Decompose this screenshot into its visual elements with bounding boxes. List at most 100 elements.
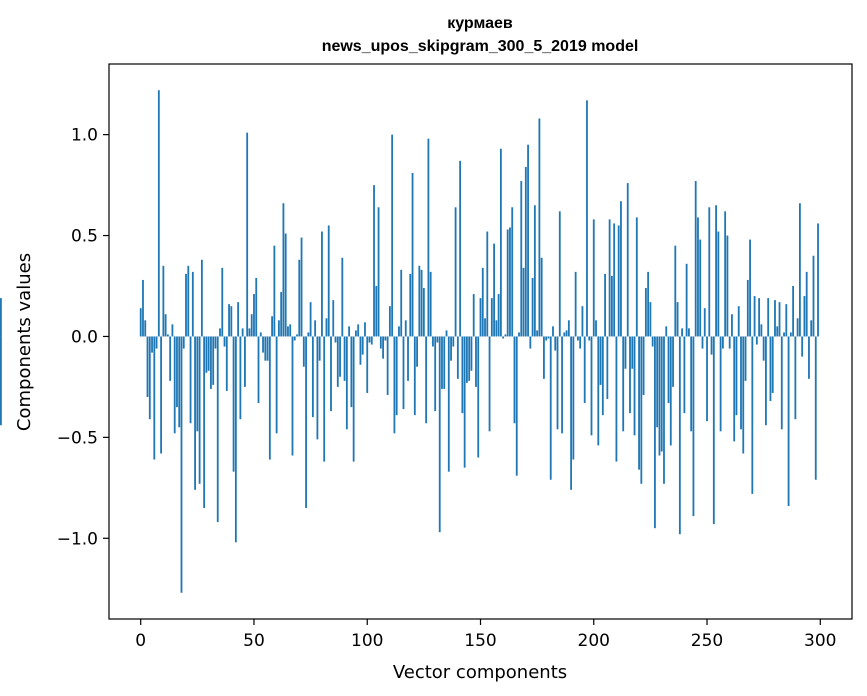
bar (148, 336, 151, 420)
bar (250, 314, 253, 337)
bar (420, 269, 423, 337)
bar (418, 265, 421, 337)
bar (497, 294, 500, 337)
bar (287, 326, 289, 337)
bar (654, 336, 656, 529)
bar (604, 273, 606, 337)
bar (744, 336, 747, 381)
bar (527, 144, 529, 337)
bar (721, 336, 724, 349)
bar (506, 229, 509, 337)
bar (599, 336, 602, 385)
y-tick-label: −0.5 (57, 428, 98, 448)
bar (785, 304, 788, 337)
bar (178, 336, 181, 428)
bar (726, 235, 729, 337)
bar (345, 336, 348, 430)
bar (409, 273, 412, 337)
bar (533, 205, 536, 337)
bar (189, 336, 192, 424)
bar (774, 300, 776, 337)
bar (268, 336, 271, 460)
bar (316, 336, 319, 440)
bar (475, 336, 477, 387)
bar (291, 336, 294, 456)
bar (280, 292, 283, 337)
bar (676, 302, 679, 337)
bar (626, 183, 629, 337)
bar (538, 118, 541, 337)
bar (248, 328, 251, 337)
bar (481, 267, 484, 337)
bar (216, 336, 219, 523)
bar (146, 336, 149, 397)
bar (198, 336, 201, 484)
bar (289, 324, 292, 337)
bar (805, 271, 808, 337)
bar (463, 336, 466, 468)
bar (336, 336, 339, 387)
bar (309, 302, 312, 337)
bar (200, 259, 203, 337)
bar (733, 336, 736, 442)
bar (663, 336, 665, 484)
bar (610, 275, 613, 337)
bar (561, 336, 563, 434)
bar (237, 302, 240, 337)
bar (266, 336, 269, 361)
bar (511, 207, 514, 337)
bar (674, 245, 677, 337)
bar (436, 336, 439, 343)
bar (778, 302, 781, 337)
bar (386, 336, 389, 395)
bar (613, 223, 616, 337)
bar (740, 336, 742, 430)
bar (536, 330, 539, 337)
bar (472, 294, 475, 337)
bar (350, 336, 353, 408)
bar (493, 243, 495, 337)
bar (597, 336, 600, 446)
bar (495, 320, 498, 337)
x-axis-label: Vector components (393, 662, 567, 683)
bar (234, 336, 237, 543)
bar (547, 336, 550, 339)
bar (513, 336, 516, 424)
bar (715, 205, 717, 337)
x-tick-label: 150 (464, 631, 496, 651)
bar (300, 237, 303, 337)
bar (429, 271, 432, 337)
bar (540, 257, 543, 337)
bar (194, 336, 196, 490)
bar (307, 332, 310, 337)
bar (352, 336, 355, 462)
bar (425, 336, 428, 424)
bar (812, 255, 815, 337)
bar (384, 336, 387, 341)
bar (758, 298, 761, 337)
bar (339, 336, 341, 377)
bar (330, 336, 332, 412)
bar (735, 336, 738, 416)
bar (370, 336, 373, 345)
bar (814, 336, 817, 480)
bar (563, 332, 566, 337)
bar (379, 336, 382, 349)
bar (572, 336, 575, 460)
chart-subtitle: news_upos_skipgram_300_5_2019 model (322, 38, 639, 55)
bar (219, 328, 221, 337)
bar (343, 336, 346, 381)
bar (432, 336, 434, 347)
bar (624, 336, 627, 369)
bar (205, 336, 208, 373)
bar (298, 259, 301, 337)
bar (223, 336, 226, 347)
bar (185, 273, 187, 337)
bar (746, 279, 749, 337)
bar (454, 207, 457, 337)
bar (579, 336, 582, 349)
bar (543, 336, 545, 379)
bar (708, 207, 711, 337)
bar (588, 336, 591, 341)
bar (649, 302, 652, 337)
